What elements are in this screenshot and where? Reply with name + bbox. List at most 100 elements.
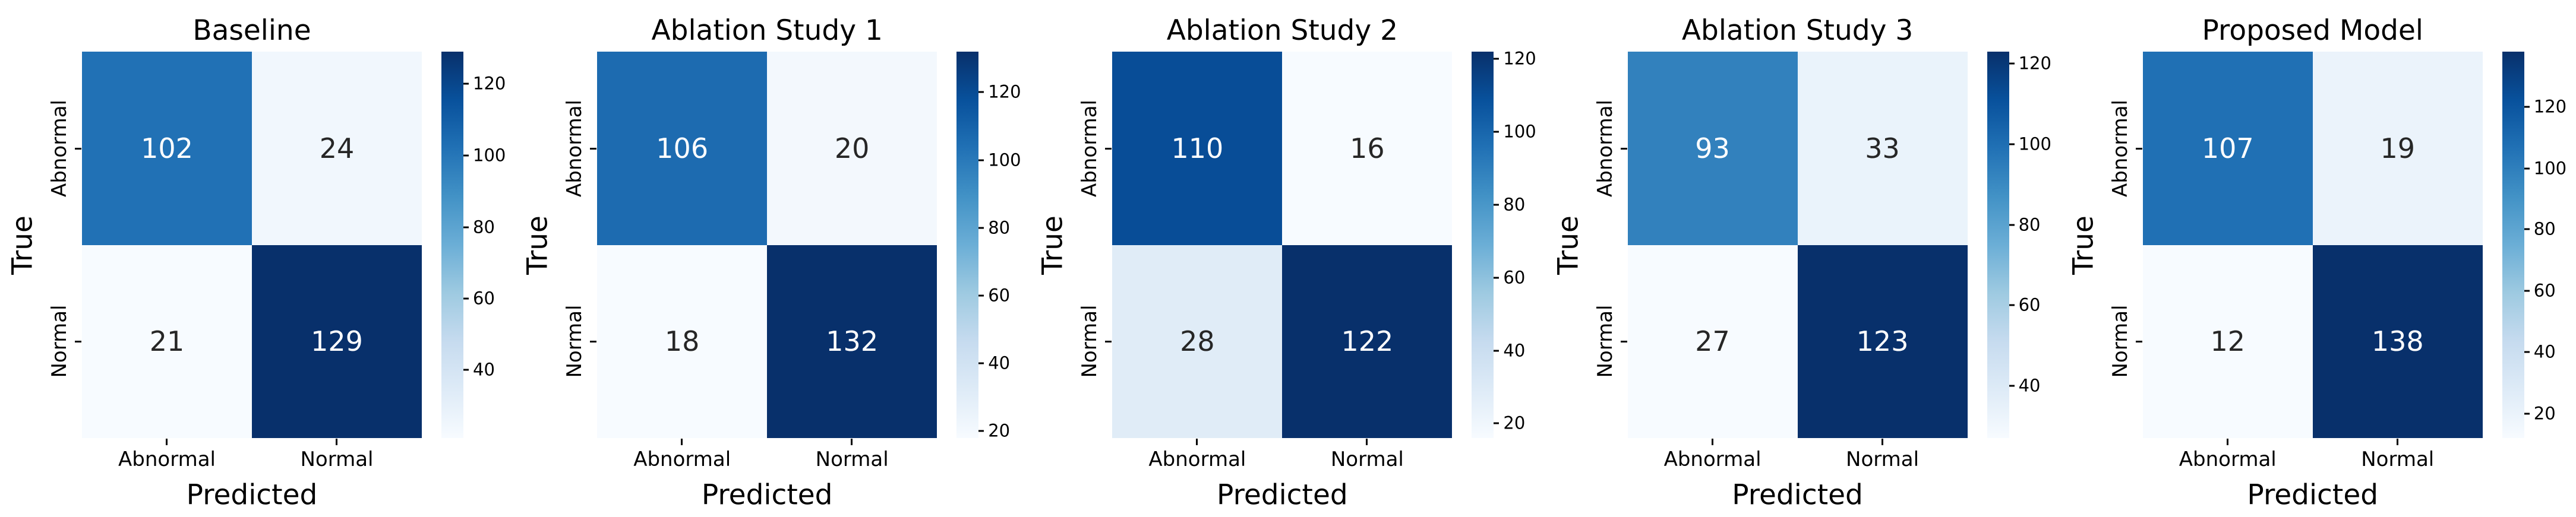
colorbar-tick-mark xyxy=(463,83,469,85)
colorbar-tick-mark xyxy=(463,369,469,371)
y-tick-label-abnormal: Abnormal xyxy=(48,100,71,197)
colorbar-tick-label: 20 xyxy=(988,420,1011,441)
x-tick-mark xyxy=(851,439,853,445)
x-tick-label-abnormal: Abnormal xyxy=(118,448,216,471)
colorbar-tick-label: 100 xyxy=(988,150,1021,170)
cell-true-abnormal-pred-normal: 19 xyxy=(2312,52,2483,245)
cell-true-abnormal-pred-normal: 24 xyxy=(252,52,422,245)
x-tick-label-normal: Normal xyxy=(2361,448,2435,471)
colorbar-tick-label: 80 xyxy=(988,217,1011,238)
cell-true-abnormal-pred-abnormal: 106 xyxy=(597,52,768,245)
cell-true-normal-pred-normal: 123 xyxy=(1797,245,1968,438)
y-axis-label: True xyxy=(521,215,554,275)
y-tick-label-abnormal: Abnormal xyxy=(1593,100,1617,197)
y-tick-label-normal: Normal xyxy=(2108,305,2132,378)
panel-proposed-model: Proposed Model True Abnormal Normal 107 … xyxy=(2061,0,2576,517)
colorbar-tick-mark xyxy=(2009,304,2015,306)
panel-ablation-study-2: Ablation Study 2 True Abnormal Normal 11… xyxy=(1030,0,1545,517)
colorbar-tick: 20 xyxy=(1494,414,1525,432)
colorbar-tick-label: 60 xyxy=(473,288,495,309)
x-tick-label-normal: Normal xyxy=(1846,448,1920,471)
colorbar-tick: 80 xyxy=(1494,196,1525,213)
colorbar-tick-mark xyxy=(2524,167,2530,170)
cell-true-normal-pred-normal: 129 xyxy=(252,245,422,438)
colorbar-tick-label: 40 xyxy=(988,353,1011,373)
colorbar-tick-label: 120 xyxy=(2533,96,2567,117)
y-tick-label-abnormal: Abnormal xyxy=(563,100,587,197)
y-tick-mark xyxy=(1620,341,1627,342)
colorbar-tick-label: 60 xyxy=(2533,280,2556,301)
colorbar-tick: 40 xyxy=(2009,377,2040,395)
y-axis-label: True xyxy=(1552,215,1585,275)
colorbar-tick-label: 40 xyxy=(2533,341,2556,362)
y-tick-mark xyxy=(2135,341,2142,342)
colorbar-gradient xyxy=(956,52,979,438)
x-tick-mark xyxy=(1366,439,1368,445)
y-tick-label-normal: Normal xyxy=(563,305,587,378)
x-tick-label-normal: Normal xyxy=(1330,448,1404,471)
y-tick-label-abnormal: Abnormal xyxy=(1078,100,1102,197)
panel-ablation-study-3: Ablation Study 3 True Abnormal Normal 93… xyxy=(1546,0,2061,517)
x-tick-label-abnormal: Abnormal xyxy=(1148,448,1246,471)
x-tick-label-abnormal: Abnormal xyxy=(1663,448,1761,471)
panel-title: Ablation Study 3 xyxy=(1681,14,1914,47)
colorbar-ticks: 40 60 80 100 120 xyxy=(463,52,514,438)
colorbar-tick-label: 120 xyxy=(2018,53,2051,74)
colorbar-gradient xyxy=(1987,52,2009,438)
colorbar-tick: 40 xyxy=(1494,342,1525,359)
colorbar-tick-mark xyxy=(2524,290,2530,292)
colorbar-tick-label: 40 xyxy=(473,359,495,380)
colorbar-tick: 60 xyxy=(2524,282,2556,299)
colorbar-tick: 80 xyxy=(2009,216,2040,233)
panel-baseline: Baseline True Abnormal Normal 102 24 21 … xyxy=(0,0,515,517)
colorbar-tick-mark xyxy=(978,227,984,229)
colorbar-tick-mark xyxy=(2524,413,2530,415)
y-tick-mark xyxy=(1105,148,1112,150)
colorbar-tick: 60 xyxy=(978,287,1010,305)
colorbar-tick: 80 xyxy=(978,219,1010,236)
colorbar-tick-mark xyxy=(1494,350,1499,352)
x-tick-mark xyxy=(681,439,683,445)
panel-title: Baseline xyxy=(192,14,311,47)
colorbar-tick: 40 xyxy=(978,353,1011,373)
cell-true-abnormal-pred-normal: 16 xyxy=(1282,52,1453,245)
x-tick-label-normal: Normal xyxy=(815,448,889,471)
colorbar-gradient xyxy=(441,52,463,438)
colorbar-tick: 60 xyxy=(1494,269,1525,286)
cell-true-abnormal-pred-normal: 33 xyxy=(1797,52,1968,245)
colorbar-tick-mark xyxy=(1494,131,1499,133)
colorbar-tick-mark xyxy=(1494,422,1499,424)
colorbar-tick: 100 xyxy=(2524,160,2566,177)
colorbar-tick-label: 100 xyxy=(2018,134,2051,154)
colorbar-tick-mark xyxy=(978,430,984,432)
colorbar-tick-mark xyxy=(978,362,984,364)
colorbar-tick: 20 xyxy=(978,420,1011,441)
colorbar-tick: 100 xyxy=(463,147,506,164)
heatmap-matrix: 93 33 27 123 xyxy=(1627,52,1968,438)
colorbar-ticks: 20 40 60 80 100 120 xyxy=(978,52,1030,441)
x-tick-mark xyxy=(336,439,337,445)
colorbar-tick-label: 120 xyxy=(1503,48,1536,69)
colorbar-tick: 120 xyxy=(2009,55,2051,72)
x-tick-mark xyxy=(1881,439,1883,445)
colorbar-tick: 80 xyxy=(463,218,495,236)
panel-title: Ablation Study 2 xyxy=(1166,14,1399,47)
cell-true-normal-pred-abnormal: 21 xyxy=(82,245,252,438)
y-tick-label-normal: Normal xyxy=(1593,305,1617,378)
heatmap-matrix: 110 16 28 122 xyxy=(1112,52,1453,438)
colorbar-tick: 120 xyxy=(978,83,1021,101)
cell-true-abnormal-pred-abnormal: 93 xyxy=(1627,52,1798,245)
cell-true-normal-pred-normal: 122 xyxy=(1282,245,1453,438)
colorbar-tick: 20 xyxy=(2524,405,2556,423)
colorbar-ticks: 40 60 80 100 120 xyxy=(2009,52,2060,438)
colorbar-tick-label: 80 xyxy=(2533,218,2556,239)
colorbar-tick-mark xyxy=(463,154,469,157)
colorbar-tick-label: 80 xyxy=(1503,194,1526,215)
panel-ablation-study-1: Ablation Study 1 True Abnormal Normal 10… xyxy=(515,0,1030,517)
y-tick-mark xyxy=(75,148,81,150)
y-axis-label: True xyxy=(2067,215,2100,275)
colorbar-tick-label: 100 xyxy=(2533,158,2567,179)
colorbar-gradient xyxy=(1472,52,1494,438)
colorbar-tick: 120 xyxy=(2524,96,2567,117)
colorbar-tick-mark xyxy=(463,226,469,229)
